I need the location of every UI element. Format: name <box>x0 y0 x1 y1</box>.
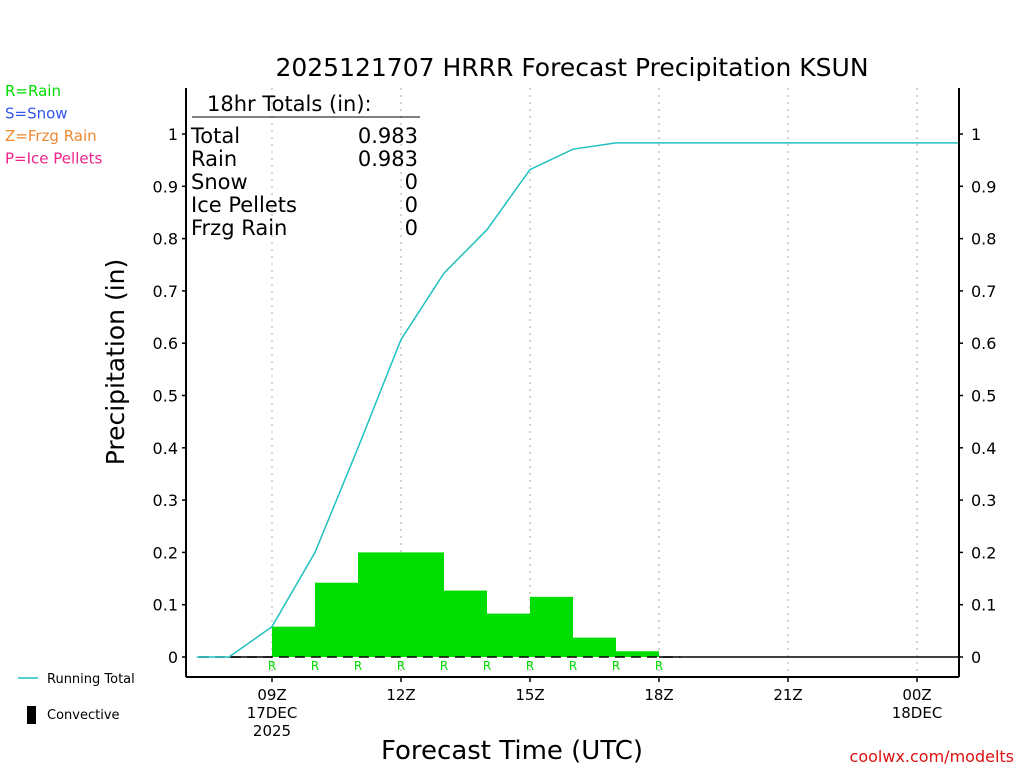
x-tick-label: 12Z <box>386 686 415 704</box>
type-legend-entry: S=Snow <box>5 105 68 123</box>
y-tick-label: 0.7 <box>153 282 178 301</box>
totals-row-value: 0.983 <box>358 124 418 148</box>
precip-type-marker: R <box>268 659 276 673</box>
y-tick-label: 0.8 <box>153 230 178 249</box>
x-axis-label: Forecast Time (UTC) <box>381 736 643 766</box>
precip-type-marker: R <box>612 659 620 673</box>
running-total-line <box>196 142 960 658</box>
precip-bar <box>315 582 358 657</box>
legend-label: Running Total <box>47 672 135 687</box>
precip-type-marker: R <box>526 659 534 673</box>
precip-type-marker: R <box>397 659 405 673</box>
precip-type-marker: R <box>655 659 663 673</box>
series-legend: Running Total Convective <box>18 672 135 724</box>
totals-row-value: 0 <box>405 170 418 194</box>
tick-labels: 0 00.1 0.10.2 0.20.3 0.30.4 0.40.5 0.50.6 0.60.… <box>153 125 997 740</box>
type-legend-entry: R=Rain <box>5 82 61 100</box>
credit-text: coolwx.com/modelts <box>850 747 1014 766</box>
totals-row-label: Snow <box>191 170 248 194</box>
y-axis-label: Precipitation (in) <box>101 259 130 466</box>
y-tick-label-right: 1 <box>971 125 981 144</box>
x-tick-label: 00Z <box>902 686 931 704</box>
precip-bar <box>401 552 444 657</box>
y-tick-label: 0.5 <box>153 387 178 406</box>
totals-row-value: 0.983 <box>358 147 418 171</box>
axes <box>182 88 963 682</box>
y-tick-label-right: 0.2 <box>971 543 996 562</box>
precip-type-marker: R <box>311 659 319 673</box>
y-tick-label: 0.9 <box>153 177 178 196</box>
totals-row-label: Ice Pellets <box>191 193 297 217</box>
y-tick-label: 0 <box>168 648 178 667</box>
precip-bar <box>358 552 401 657</box>
y-tick-label-right: 0.3 <box>971 491 996 510</box>
precip-bar <box>487 613 530 657</box>
precip-type-marker: R <box>483 659 491 673</box>
x-tick-label: 18Z <box>644 686 673 704</box>
y-tick-label: 0.4 <box>153 439 178 458</box>
legend-bar-swatch <box>27 706 36 724</box>
x-tick-label: 2025 <box>253 722 291 740</box>
precip-bar <box>616 651 659 657</box>
totals-rows: Total 0.983 Rain 0.983 Snow 0 Ice Pellets 0 Frzg… <box>190 124 418 240</box>
y-tick-label-right: 0.7 <box>971 282 996 301</box>
y-tick-label-right: 0.8 <box>971 230 996 249</box>
x-tick-label: 21Z <box>773 686 802 704</box>
y-tick-label-right: 0.6 <box>971 334 996 353</box>
y-tick-label: 0.1 <box>153 596 178 615</box>
totals-row-label: Frzg Rain <box>191 216 287 240</box>
precip-bar <box>573 637 616 657</box>
type-legend-entry: Z=Frzg Rain <box>5 127 97 145</box>
type-legend-entry: P=Ice Pellets <box>5 150 102 168</box>
running-total-layer <box>196 142 960 658</box>
x-tick-label: 09Z <box>257 686 286 704</box>
y-tick-label-right: 0.5 <box>971 387 996 406</box>
y-tick-label: 1 <box>168 125 178 144</box>
y-tick-label-right: 0.9 <box>971 177 996 196</box>
totals-row-label: Total <box>190 124 240 148</box>
precip-type-marker: R <box>354 659 362 673</box>
y-tick-label-right: 0.4 <box>971 439 996 458</box>
totals-row-value: 0 <box>405 193 418 217</box>
chart-title: 2025121707 HRRR Forecast Precipitation K… <box>275 53 868 82</box>
precip-bar <box>444 590 487 657</box>
totals-header: 18hr Totals (in): <box>207 92 372 116</box>
y-tick-label-right: 0 <box>971 648 981 667</box>
hourly-bars <box>198 552 960 658</box>
x-tick-label: 15Z <box>515 686 544 704</box>
x-tick-label: 17DEC <box>247 704 298 722</box>
y-tick-label: 0.6 <box>153 334 178 353</box>
grid-lines <box>271 88 918 677</box>
precip-type-marker: R <box>440 659 448 673</box>
totals-row-label: Rain <box>191 147 237 171</box>
totals-box: 18hr Totals (in): Total 0.983 Rain 0.983 Sno… <box>190 92 420 240</box>
y-tick-label: 0.3 <box>153 491 178 510</box>
totals-row-value: 0 <box>405 216 418 240</box>
y-tick-label: 0.2 <box>153 543 178 562</box>
precip-bar <box>530 596 573 657</box>
precip-bar <box>272 626 315 657</box>
y-tick-label-right: 0.1 <box>971 596 996 615</box>
x-tick-label: 18DEC <box>892 704 943 722</box>
precip-type-legend: R=Rain S=Snow Z=Frzg Rain P=Ice Pellets <box>5 82 102 168</box>
precip-type-marker: R <box>569 659 577 673</box>
legend-label: Convective <box>47 708 120 723</box>
